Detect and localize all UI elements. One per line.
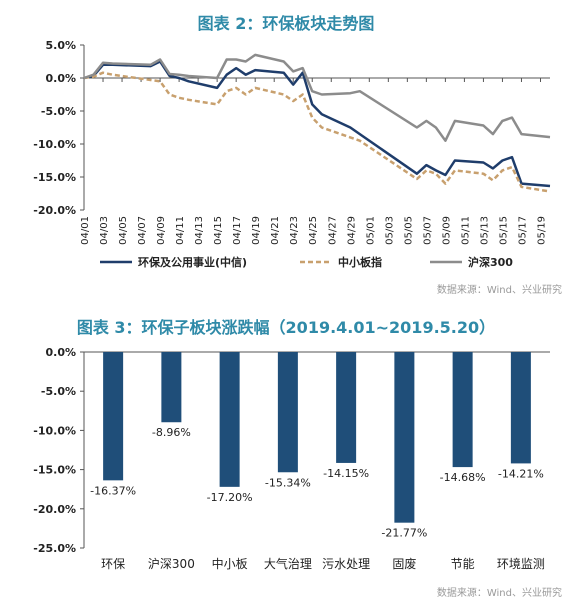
category-label: 节能 xyxy=(451,557,475,571)
x-tick-label: 05/03 xyxy=(384,216,395,245)
x-tick-label: 04/03 xyxy=(99,216,110,245)
line-chart-source: 数据来源：Wind、兴业研究 xyxy=(436,285,562,296)
category-label: 环保 xyxy=(101,557,125,571)
x-tick-label: 05/13 xyxy=(479,216,490,245)
bar xyxy=(219,352,240,487)
y-tick-label: -10.0% xyxy=(33,138,76,151)
x-tick-label: 04/21 xyxy=(270,216,281,245)
data-label: -21.77% xyxy=(381,527,427,540)
x-tick-label: 05/01 xyxy=(365,216,376,245)
y-tick-label: 0.0% xyxy=(45,346,76,359)
x-tick-label: 04/05 xyxy=(118,216,129,245)
y-tick-label: -5.0% xyxy=(41,385,76,398)
x-tick-label: 04/23 xyxy=(289,216,300,245)
y-tick-label: -25.0% xyxy=(33,542,76,555)
bar xyxy=(452,352,473,468)
bar-chart-title: 图表 3：环保子板块涨跌幅（2019.4.01~2019.5.20） xyxy=(76,318,496,337)
x-tick-label: 04/25 xyxy=(308,216,319,245)
bar xyxy=(277,352,298,473)
line-chart: 5.0% 0.0% -5.0% -10.0% -15.0% -20.0% 04/01 04/0… xyxy=(33,39,551,269)
data-label: -14.68% xyxy=(440,471,486,484)
x-tick-label: 05/09 xyxy=(441,216,452,245)
x-tick-label: 05/17 xyxy=(517,216,528,245)
category-label: 污水处理 xyxy=(322,557,370,571)
legend-label: 环保及公用事业(中信) xyxy=(138,255,247,269)
legend-label: 沪深300 xyxy=(468,255,513,269)
x-tick-label: 05/11 xyxy=(460,216,471,245)
x-tick-label: 04/19 xyxy=(251,216,262,245)
data-label: -14.21% xyxy=(498,467,544,480)
x-tick-label: 05/07 xyxy=(422,216,433,245)
x-tick-label: 04/29 xyxy=(346,216,357,245)
x-tick-label: 05/05 xyxy=(403,216,414,245)
y-tick-label: -5.0% xyxy=(41,105,76,118)
bar xyxy=(103,352,124,481)
x-tick-label: 04/15 xyxy=(213,216,224,245)
category-label: 固废 xyxy=(392,556,416,571)
y-tick-label: 0.0% xyxy=(45,72,76,85)
data-label: -15.34% xyxy=(265,476,311,489)
category-label: 沪深300 xyxy=(148,557,195,571)
x-tick-label: 04/01 xyxy=(80,216,91,245)
category-label: 大气治理 xyxy=(264,556,312,571)
y-tick-label: 5.0% xyxy=(45,39,76,52)
y-tick-label: -15.0% xyxy=(33,171,76,184)
y-tick-label: -15.0% xyxy=(33,464,76,477)
x-tick-label: 05/15 xyxy=(498,216,509,245)
x-tick-label: 05/19 xyxy=(536,216,547,245)
y-tick-label: -20.0% xyxy=(33,204,76,217)
bar xyxy=(510,352,531,464)
x-tick-label: 04/17 xyxy=(232,216,243,245)
data-label: -8.96% xyxy=(152,426,191,439)
x-tick-label: 04/07 xyxy=(137,216,148,245)
bar-chart: 0.0% -5.0% -10.0% -15.0% -20.0% -25.0% -16.37%… xyxy=(33,346,550,571)
bar xyxy=(161,352,182,423)
x-tick-label: 04/13 xyxy=(194,216,205,245)
x-tick-label: 04/09 xyxy=(156,216,167,245)
bar xyxy=(394,352,415,523)
data-label: -17.20% xyxy=(207,491,253,504)
data-label: -16.37% xyxy=(90,484,136,497)
legend-label: 中小板指 xyxy=(338,255,382,269)
y-tick-label: -20.0% xyxy=(33,503,76,516)
bar xyxy=(336,352,357,463)
bar-chart-source: 数据来源：Wind、兴业研究 xyxy=(436,588,562,599)
category-label: 环境监测 xyxy=(497,556,545,571)
x-tick-label: 04/11 xyxy=(175,216,186,245)
y-tick-label: -10.0% xyxy=(33,424,76,437)
data-label: -14.15% xyxy=(323,467,369,480)
category-label: 中小板 xyxy=(212,556,248,571)
series-line xyxy=(83,53,551,142)
series-line xyxy=(83,71,551,193)
line-chart-title: 图表 2：环保板块走势图 xyxy=(197,14,375,33)
x-tick-label: 04/27 xyxy=(327,216,338,245)
